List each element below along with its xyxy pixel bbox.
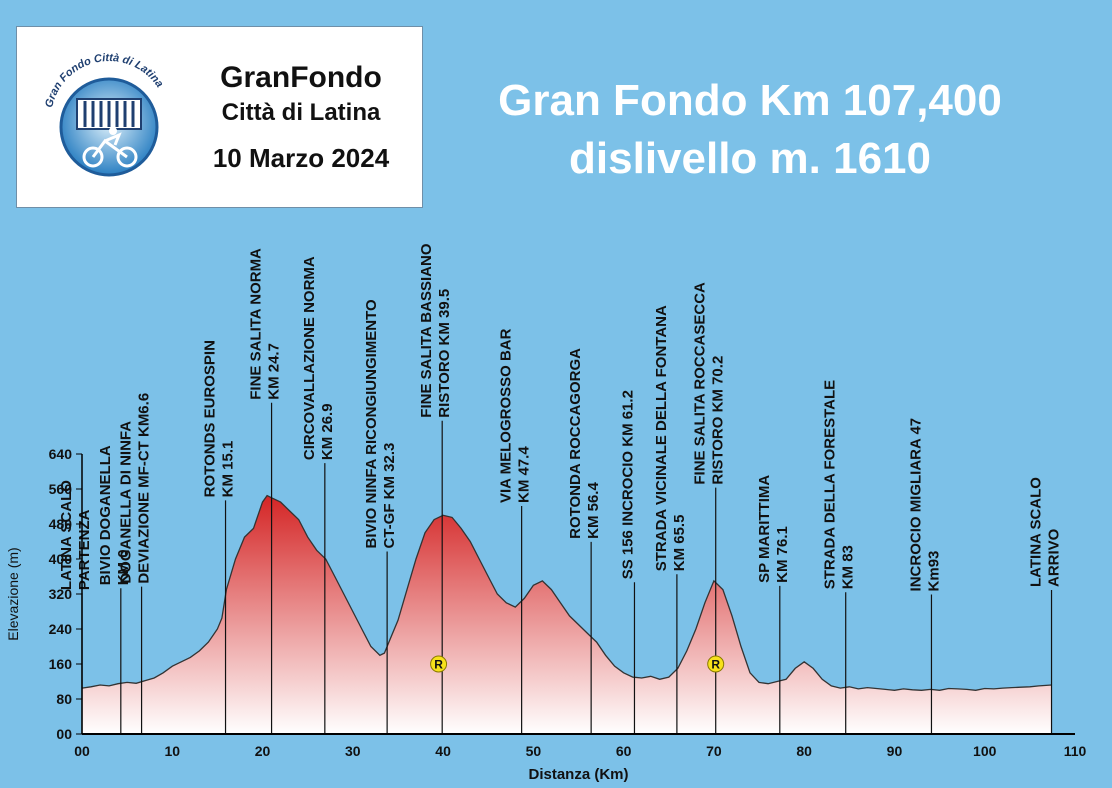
waypoint-label: CT-GF KM 32.3 [381,443,398,549]
y-tick-label: 560 [49,481,73,497]
waypoint-label: INCROCIO MIGLIARA 47 [907,418,924,592]
waypoint-label: RISTORO KM 39.5 [436,289,453,418]
waypoint-label: ROTONDS EUROSPIN [202,340,219,497]
waypoint-label: SS 156 INCROCIO KM 61.2 [619,390,636,579]
ristoro-marker [430,655,448,673]
y-tick-label: 240 [49,621,73,637]
x-tick-label: 40 [435,743,451,759]
waypoint-label: DOGANELLA DI NINFA [118,421,135,584]
x-tick-label: 60 [616,743,632,759]
waypoint-label: KM 26.9 [319,403,336,460]
x-tick-label: 20 [255,743,271,759]
waypoint-label: Km93 [925,551,942,592]
waypoint-label: VIA MELOGROSSO BAR [498,328,515,503]
y-tick-label: 00 [56,726,72,742]
waypoint-label: BIVIO DOGANELLA [97,445,114,585]
waypoint-label: KM 76.1 [774,526,791,583]
waypoint-label: FINE SALITA BASSIANO [418,243,435,418]
waypoint-label: CIRCOVALLAZIONE NORMA [301,256,318,460]
waypoint-label: KM 24.7 [266,343,283,400]
route-elevation-title: dislivello m. 1610 [569,134,931,183]
x-tick-label: 110 [1064,743,1087,759]
ristoro-label: R [434,658,443,672]
x-tick-label: 80 [796,743,812,759]
x-axis-ticks: 00 10 20 30 40 50 60 70 80 90 100 110 [74,743,1086,759]
ristoro-label: R [711,658,720,672]
waypoint-label: BIVIO NINFA RICONGIUNGIMENTO [363,299,380,549]
waypoint-label: KM 83 [840,545,857,589]
x-tick-label: 70 [706,743,722,759]
waypoint-label: KM 0 [115,549,132,585]
y-tick-label: 400 [49,551,73,567]
x-tick-label: 100 [973,743,997,759]
y-tick-label: 640 [49,446,73,462]
waypoint-label: STRADA DELLA FORESTALE [822,380,839,589]
logo-line-city: Città di Latina [221,99,381,126]
y-axis-ticks: 00 80 160 240 320 400 480 560 640 [49,446,82,742]
waypoint-label: DEVIAZIONE MF-CT KM6.6 [136,393,153,584]
waypoint-label: FINE SALITA ROCCASECCA [692,282,709,485]
x-tick-label: 50 [526,743,542,759]
waypoint-markers: LATINA SCALO PARTENZA BIVIO DOGANELLA KM 0D… [58,243,1063,734]
x-tick-label: 30 [345,743,361,759]
ristoro-marker [707,655,725,673]
y-tick-label: 320 [49,586,73,602]
waypoint-label: RISTORO KM 70.2 [710,356,727,485]
x-tick-label: 00 [74,743,90,759]
route-distance-title: Gran Fondo Km 107,400 [498,76,1002,125]
waypoint-label: FINE SALITA NORMA [248,248,265,400]
x-tick-label: 10 [164,743,180,759]
y-tick-label: 160 [49,656,73,672]
waypoint-label: SP MARITTIMA [756,475,773,583]
x-axis-label: Distanza (Km) [528,766,628,783]
waypoint-label: ROTONDA ROCCAGORGA [567,348,584,539]
x-tick-label: 90 [887,743,903,759]
elevation-profile-line [81,494,1052,691]
logo-line-granfondo: GranFondo [220,61,382,94]
waypoint-label: KM 15.1 [220,441,237,498]
y-tick-label: 480 [49,516,73,532]
waypoint-label: LATINA SCALO [58,480,75,590]
y-tick-label: 80 [56,691,72,707]
waypoint-label: LATINA SCALO [1028,477,1045,587]
event-logo-box: Gran Fondo Città di Latina GranFondo Cit… [16,26,423,208]
waypoint-label: KM 56.4 [585,482,602,539]
waypoint-label: PARTENZA [76,509,93,590]
waypoint-label: KM 47.4 [516,446,533,503]
waypoint-label: STRADA VICINALE DELLA FONTANA [653,305,670,571]
waypoint-label: KM 65.5 [671,515,688,572]
y-axis-label: Elevazione (m) [5,547,21,640]
cyclist-emblem-icon: Gran Fondo Città di Latina [43,52,165,177]
logo-line-date: 10 Marzo 2024 [212,143,390,173]
waypoint-label: ARRIVO [1046,528,1063,587]
